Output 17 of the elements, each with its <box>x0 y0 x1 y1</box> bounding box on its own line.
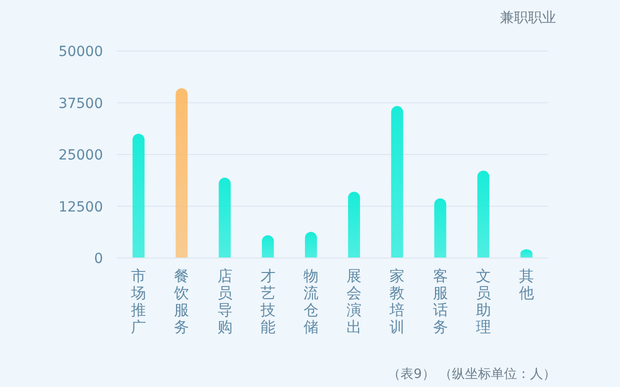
x-tick-label: 展会演出 <box>346 267 362 336</box>
y-tick-label: 37500 <box>58 96 103 112</box>
x-tick-label: 才艺技能 <box>259 267 276 336</box>
x-tick-label: 餐饮服务 <box>173 267 190 336</box>
text: （表9） （纵坐标单位：人） <box>388 367 556 382</box>
x-tick-label: 店员导购 <box>217 267 232 336</box>
x-tick-label: 市场推广 <box>130 267 146 336</box>
chart-title: 兼职职业 <box>500 10 556 26</box>
y-tick-label: 25000 <box>58 148 103 164</box>
y-tick-label: 12500 <box>58 199 103 216</box>
x-tick-label: 其他 <box>518 267 534 302</box>
y-tick-label: 50000 <box>58 44 103 60</box>
y-tick-label: 0 <box>94 251 103 267</box>
x-tick-label: 物流仓储 <box>303 267 318 336</box>
x-tick-label: 文员助理 <box>476 267 491 336</box>
x-tick-label: 家教培训 <box>388 267 405 336</box>
x-tick-label: 客服话务 <box>432 267 448 336</box>
